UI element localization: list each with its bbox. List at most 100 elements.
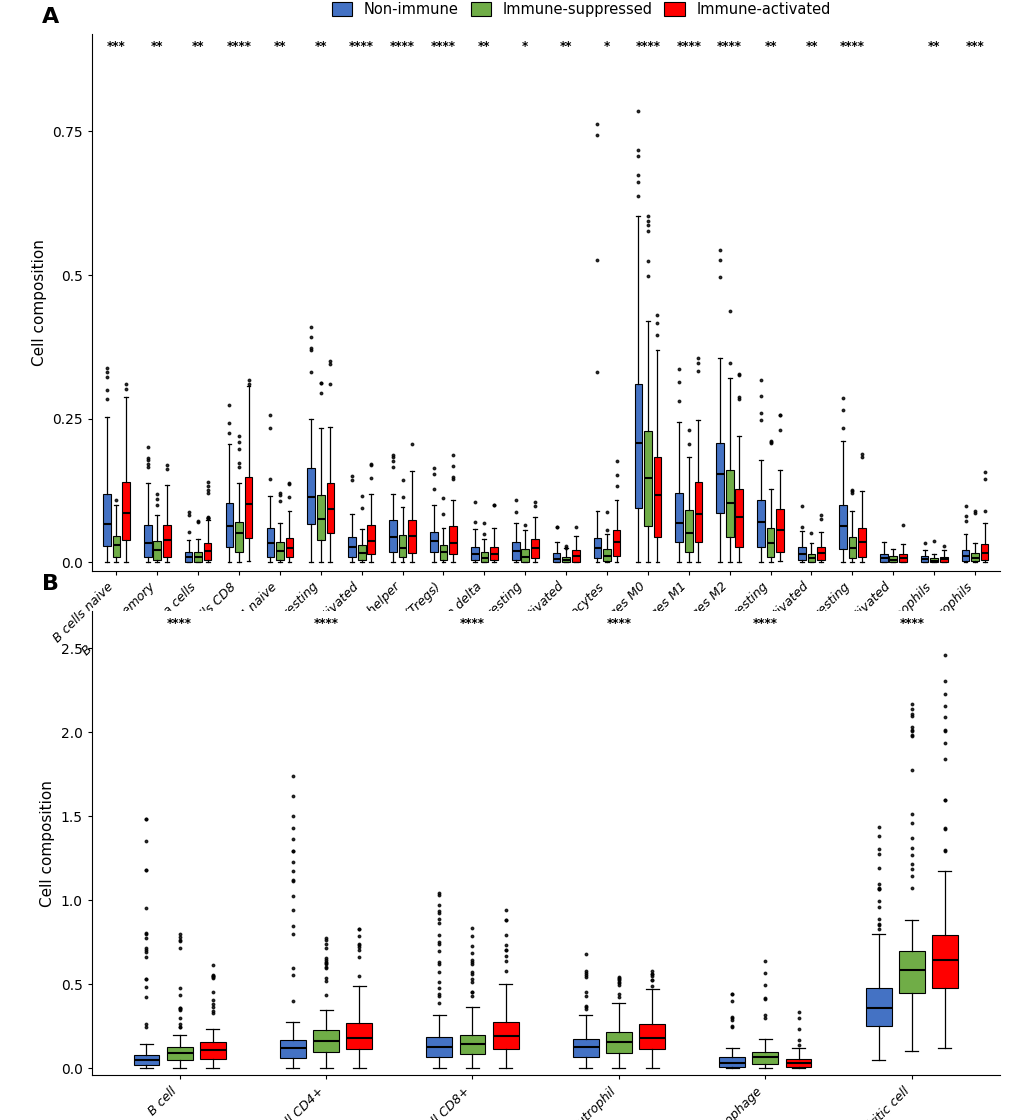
PathPatch shape — [980, 543, 987, 560]
Text: ****: **** — [348, 40, 374, 53]
Text: **: ** — [151, 40, 163, 53]
PathPatch shape — [857, 528, 865, 558]
PathPatch shape — [521, 549, 529, 562]
PathPatch shape — [675, 493, 683, 542]
PathPatch shape — [602, 549, 610, 561]
PathPatch shape — [929, 559, 937, 562]
Legend: Non-immune, Immune-suppressed, Immune-activated: Non-immune, Immune-suppressed, Immune-ac… — [331, 2, 830, 17]
PathPatch shape — [448, 525, 457, 554]
PathPatch shape — [200, 1043, 225, 1060]
Text: *: * — [603, 40, 609, 53]
Text: ****: **** — [226, 40, 252, 53]
PathPatch shape — [317, 495, 324, 540]
Text: **: ** — [478, 40, 490, 53]
PathPatch shape — [726, 470, 733, 536]
PathPatch shape — [931, 934, 957, 988]
PathPatch shape — [133, 1055, 159, 1065]
PathPatch shape — [166, 1047, 193, 1060]
PathPatch shape — [430, 532, 437, 552]
PathPatch shape — [426, 1037, 451, 1056]
Text: ****: **** — [389, 40, 415, 53]
PathPatch shape — [685, 511, 692, 552]
Text: **: ** — [804, 40, 817, 53]
PathPatch shape — [194, 552, 202, 562]
PathPatch shape — [938, 557, 947, 562]
PathPatch shape — [266, 528, 274, 557]
PathPatch shape — [204, 543, 211, 560]
PathPatch shape — [715, 444, 723, 513]
Text: ***: *** — [965, 40, 983, 53]
PathPatch shape — [593, 538, 601, 558]
Text: ****: **** — [676, 40, 701, 53]
PathPatch shape — [460, 1035, 485, 1054]
Text: **: ** — [763, 40, 776, 53]
Y-axis label: Cell composition: Cell composition — [32, 239, 47, 366]
PathPatch shape — [785, 1058, 811, 1067]
PathPatch shape — [245, 477, 252, 538]
Text: ****: **** — [167, 617, 192, 629]
PathPatch shape — [408, 520, 416, 553]
PathPatch shape — [807, 554, 814, 562]
PathPatch shape — [439, 544, 447, 560]
PathPatch shape — [898, 553, 906, 562]
PathPatch shape — [235, 522, 243, 552]
PathPatch shape — [756, 500, 764, 547]
Text: **: ** — [559, 40, 572, 53]
PathPatch shape — [718, 1057, 744, 1067]
PathPatch shape — [184, 552, 193, 562]
PathPatch shape — [879, 554, 887, 562]
PathPatch shape — [313, 1030, 338, 1052]
PathPatch shape — [153, 541, 161, 560]
PathPatch shape — [920, 557, 927, 562]
Text: ****: **** — [899, 617, 923, 629]
PathPatch shape — [112, 536, 120, 558]
PathPatch shape — [346, 1023, 372, 1048]
PathPatch shape — [653, 457, 660, 538]
PathPatch shape — [848, 538, 855, 558]
PathPatch shape — [389, 520, 396, 552]
PathPatch shape — [735, 489, 743, 547]
PathPatch shape — [326, 484, 334, 533]
PathPatch shape — [398, 535, 406, 557]
Text: A: A — [42, 7, 59, 27]
PathPatch shape — [961, 550, 968, 561]
PathPatch shape — [367, 525, 375, 554]
PathPatch shape — [865, 988, 891, 1026]
Text: *: * — [522, 40, 528, 53]
PathPatch shape — [531, 539, 538, 558]
Text: **: ** — [314, 40, 327, 53]
PathPatch shape — [561, 557, 570, 562]
PathPatch shape — [103, 494, 110, 547]
Text: ****: **** — [635, 40, 659, 53]
PathPatch shape — [480, 552, 488, 562]
Text: ****: **** — [431, 40, 455, 53]
PathPatch shape — [285, 538, 293, 557]
PathPatch shape — [694, 483, 701, 542]
PathPatch shape — [643, 431, 651, 526]
PathPatch shape — [634, 384, 642, 508]
PathPatch shape — [122, 482, 129, 540]
PathPatch shape — [605, 1033, 631, 1053]
PathPatch shape — [489, 547, 497, 560]
Y-axis label: Cell composition: Cell composition — [40, 780, 55, 906]
PathPatch shape — [639, 1025, 664, 1048]
PathPatch shape — [898, 951, 924, 992]
PathPatch shape — [839, 505, 846, 549]
PathPatch shape — [347, 538, 356, 557]
PathPatch shape — [307, 468, 315, 524]
PathPatch shape — [279, 1039, 306, 1058]
Text: ****: **** — [460, 617, 484, 629]
Text: ****: **** — [839, 40, 864, 53]
Text: ****: **** — [752, 617, 777, 629]
PathPatch shape — [572, 550, 579, 562]
Text: ****: **** — [313, 617, 338, 629]
PathPatch shape — [766, 528, 773, 557]
Text: **: ** — [927, 40, 940, 53]
Text: **: ** — [273, 40, 286, 53]
PathPatch shape — [225, 503, 233, 547]
PathPatch shape — [492, 1023, 518, 1048]
Text: ***: *** — [107, 40, 125, 53]
PathPatch shape — [612, 530, 620, 557]
PathPatch shape — [889, 557, 897, 562]
PathPatch shape — [163, 525, 170, 557]
